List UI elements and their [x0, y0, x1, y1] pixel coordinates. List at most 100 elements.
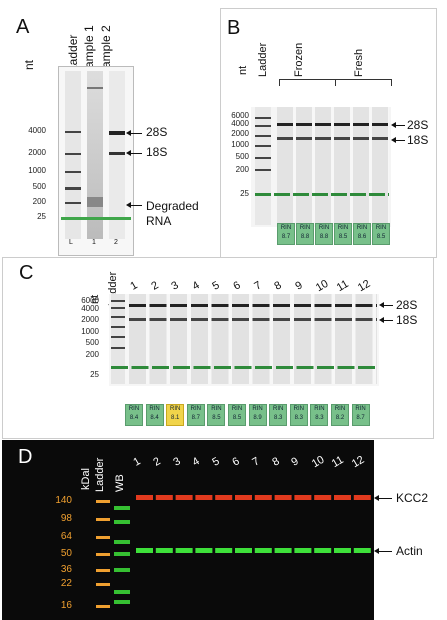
panel-c-lane-number: 1 [128, 279, 140, 293]
kcc2-band [294, 495, 312, 500]
rin-value: 8.4 [129, 415, 139, 421]
rin-label: RIN [337, 225, 349, 231]
sample2-28s-band [109, 131, 125, 135]
panel-c-rin-row: RIN 8.4 RIN 8.4 RIN 8.1 RIN 8.7 RIN 8.5 RIN 8.5 RIN 8… [125, 404, 385, 428]
panel-c-lane-number: 7 [252, 279, 264, 293]
actin-band [254, 548, 272, 553]
panel-d-marker-140: 140 [55, 495, 72, 506]
sample2-18s-band [109, 152, 125, 155]
actin-band [175, 548, 193, 553]
ladder-band [96, 605, 110, 608]
rin-label: RIN [314, 406, 325, 412]
panel-d-marker-64: 64 [60, 531, 72, 542]
panel-b-rin-row: RIN 8.7 RIN 8.8 RIN 8.8 RIN 8.5 RIN 8.6 RIN 8.5 [277, 223, 407, 247]
panel-b-28s-arrow [391, 122, 405, 128]
panel-a-gel: L 1 2 [58, 66, 134, 256]
panel-b-marker-2000: 2000 [231, 129, 249, 138]
ladder-band [255, 135, 271, 137]
kcc2-band [175, 495, 193, 500]
actin-band [353, 548, 371, 553]
panel-a-degraded-arrow [126, 202, 142, 208]
rin-value: 8.3 [294, 415, 303, 421]
kcc2-band [235, 495, 252, 500]
panel-c-lane-number: 8 [272, 279, 284, 293]
panel-b-marker-4000: 4000 [231, 119, 249, 128]
panel-d-actin-arrow [374, 548, 392, 554]
kcc2-band [195, 495, 213, 500]
rin-label: RIN [293, 406, 304, 412]
panel-c-rin-box: RIN 8.5 [207, 404, 226, 426]
panel-d-lane-number: 5 [210, 455, 222, 469]
panel-b-rin-box: RIN 8.8 [315, 223, 333, 245]
wb-lane-band [114, 590, 130, 594]
panel-a-marker-4000: 4000 [28, 126, 46, 135]
panel-b-frozen-bracket [279, 79, 336, 86]
panel-c-28s-label: 28S [396, 298, 418, 312]
actin-band [155, 548, 173, 553]
panel-a-bottom-label-2: 2 [114, 239, 118, 246]
panel-a-marker-2000: 2000 [28, 148, 46, 157]
rin-label: RIN [252, 406, 263, 412]
panel-d: D kDal Ladder WB 1 2 3 4 5 6 7 8 9 10 11 12 140 98 … [0, 440, 447, 620]
panel-d-kcc2-arrow [374, 495, 392, 501]
panel-b-28s-label: 28S [407, 118, 429, 132]
panel-d-actin-label: Actin [396, 544, 423, 558]
rin-label: RIN [318, 225, 330, 231]
panel-a-28s-arrow [126, 130, 142, 136]
panel-a: A nt Ladder Sample 1 Sample 2 L 1 2 4000… [0, 0, 220, 256]
rin-label: RIN [231, 406, 243, 412]
panel-a-bottom-label-l: L [69, 239, 73, 246]
panel-d-marker-16: 16 [60, 600, 72, 611]
wb-lane-band [114, 568, 130, 572]
panel-d-wb-label: WB [114, 474, 126, 492]
actin-band [294, 548, 312, 553]
rin-value: 8.1 [171, 415, 180, 421]
rin-label: RIN [149, 406, 160, 412]
panel-b-unit-label: nt [237, 65, 249, 75]
ladder-band [255, 169, 271, 171]
panel-d-membrane [2, 440, 374, 620]
panel-b-rin-box: RIN 8.8 [296, 223, 314, 245]
ladder-band [96, 500, 110, 503]
rin-value: 8.6 [357, 234, 367, 240]
panel-c-lane-number: 11 [334, 277, 351, 295]
panel-d-marker-36: 36 [60, 564, 72, 575]
actin-band [136, 548, 153, 553]
kcc2-band [155, 495, 173, 500]
panel-c-lane-number: 5 [210, 279, 223, 293]
kcc2-band [353, 495, 371, 500]
panel-b-frozen-label: Frozen [293, 42, 305, 77]
kcc2-band [274, 495, 292, 500]
ladder-band [111, 326, 125, 328]
kcc2-band [254, 495, 272, 500]
panel-c-letter: C [19, 262, 34, 284]
sample1-band [87, 87, 103, 89]
panel-a-unit-label: nt [22, 59, 36, 70]
panel-c-lane-number: 12 [355, 277, 373, 295]
rin-value: 8.3 [274, 415, 283, 421]
panel-d-kcc2-label: KCC2 [396, 491, 429, 505]
kcc2-band [334, 495, 351, 500]
panel-a-marker-500: 500 [32, 182, 46, 191]
actin-band [215, 548, 233, 553]
ladder-band [96, 583, 110, 586]
panel-c-marker-4000: 4000 [81, 304, 99, 313]
actin-band [334, 548, 351, 553]
rin-label: RIN [355, 406, 366, 412]
panel-c-rin-box: RIN 8.5 [228, 404, 246, 426]
panel-d-unit-label: kDal [80, 467, 92, 490]
panel-c-sample-lanes [129, 294, 377, 384]
panel-d-ladder-label: Ladder [94, 457, 106, 492]
panel-b-sample-lanes [277, 107, 389, 225]
rin-value: 8.4 [150, 415, 159, 421]
panel-c-marker-6000: 6000 [81, 296, 99, 305]
panel-c-rin-box: RIN 8.4 [125, 404, 143, 426]
wb-lane-band [114, 600, 130, 604]
panel-c-18s-arrow [379, 317, 393, 323]
actin-band [274, 548, 292, 553]
panel-b-28s-band [277, 123, 389, 126]
kcc2-band [136, 495, 153, 500]
rin-value: 8.8 [319, 234, 329, 240]
panel-b-letter: B [227, 17, 241, 39]
panel-a-rna-label: RNA [146, 214, 172, 228]
